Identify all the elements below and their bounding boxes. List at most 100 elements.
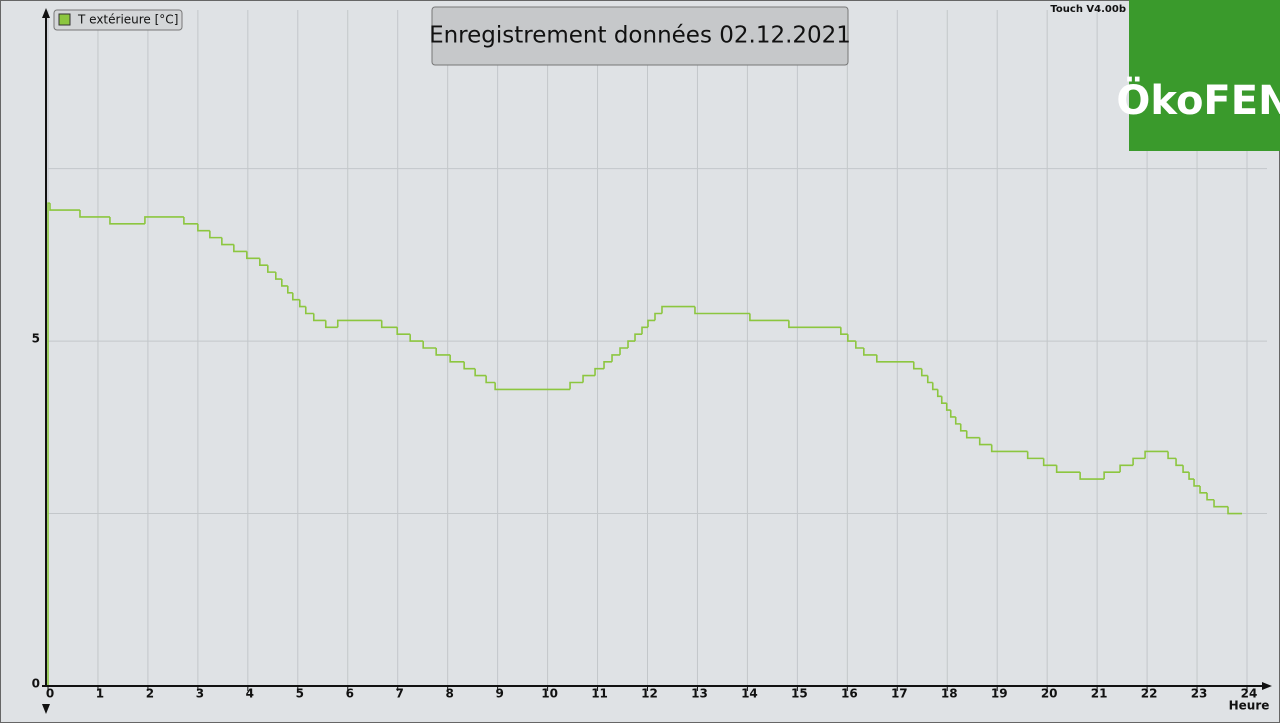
x-axis-arrow [1262,682,1272,690]
line-step [183,216,198,225]
line-step [1182,465,1190,473]
line-step [287,285,293,294]
chart-title: Enregistrement données 02.12.2021 [429,23,851,49]
line-step [940,396,947,404]
line-step [380,320,398,329]
line-step [978,437,992,446]
line-step [246,251,260,260]
x-tick-label: 20 [1041,687,1058,701]
line-step [1055,465,1081,473]
x-tick-label: 2 [146,687,154,701]
line-step [912,361,922,370]
x-tick-label: 6 [346,687,354,701]
line-step [1119,464,1134,473]
line-step [336,319,382,328]
line-step [233,244,247,253]
line-step [936,389,942,398]
line-step [569,381,584,390]
grid: 0 1 2 3 4 5 6 7 8 9 10 11 12 13 14 15 16 17 18 19 20 21 22 23 24… [32,10,1267,701]
line-step [694,306,750,315]
line-step [611,354,621,362]
x-tick-label: 22 [1141,687,1158,701]
line-step [959,423,967,432]
legend-label: T extérieure [°C] [77,13,178,27]
line-step [1103,471,1121,480]
x-tick-label: 21 [1091,687,1108,701]
line-step [926,375,933,384]
x-tick-label: 13 [691,687,708,701]
line-step [49,203,80,211]
x-tick-label: 4 [246,687,254,701]
line-step [788,320,841,329]
x-tick-label: 7 [396,687,404,701]
line-step [1227,506,1242,515]
line-step [79,210,110,218]
line-step [847,334,856,342]
x-tick-label: 11 [591,687,608,701]
line-step [324,320,338,329]
line-step [641,326,648,335]
line-step [594,367,605,376]
title-box [431,6,849,66]
x-tick-label: 12 [641,687,658,701]
line-step [582,374,596,383]
x-tick-label: 24 [1241,687,1258,701]
line-step [1199,485,1208,494]
line-step [954,416,961,425]
line-step [661,305,695,314]
line-step [840,327,848,336]
x-tick-label: 3 [196,687,204,701]
line-step [863,348,877,356]
x-tick-label: 9 [495,687,503,701]
line-step [221,237,234,246]
x-tick-label: 15 [791,687,808,701]
line-step [494,382,571,391]
x-tick-label: 18 [941,687,958,701]
line-step [485,375,496,384]
y-tick-label: 0 [32,677,40,691]
line-step [1193,479,1201,487]
line-step [647,319,655,328]
line-step [749,313,789,322]
logo: ÖkoFEN [1116,76,1280,124]
line-step [945,403,951,411]
line-step [1132,457,1146,466]
legend-box [53,9,183,31]
line-step [422,341,437,349]
line-step [627,340,636,348]
version: Touch V4.00b [1050,4,1126,15]
x-tick-label: 17 [891,687,908,701]
x-tick-label: 10 [541,687,558,701]
x-tick-label: 23 [1191,687,1208,701]
line-step [109,216,145,225]
line-step [1175,458,1184,467]
line-step [931,382,938,391]
line-step [855,341,864,349]
line-step [259,258,268,267]
plot [47,202,1242,686]
line-step [281,279,288,287]
line-step [1042,458,1057,467]
line-step [1167,451,1177,460]
line-step [267,265,276,273]
line-step [603,360,613,369]
line-step [435,348,451,356]
x-tick-label: 0 [46,687,54,701]
line-step [920,368,928,377]
line-step [1188,472,1195,480]
x-tick-label: 19 [991,687,1008,701]
line-step [209,230,222,239]
line-step [1213,499,1229,508]
line-step [654,312,662,321]
line-step [634,333,643,342]
line-step [449,354,465,363]
x-tick-label: 8 [445,687,453,701]
logo-bg [1129,0,1280,151]
line-step [409,334,424,342]
line-step [990,444,1028,453]
x-axis-label: Heure [1229,699,1270,713]
line-step [291,292,300,301]
line-step [876,354,914,363]
